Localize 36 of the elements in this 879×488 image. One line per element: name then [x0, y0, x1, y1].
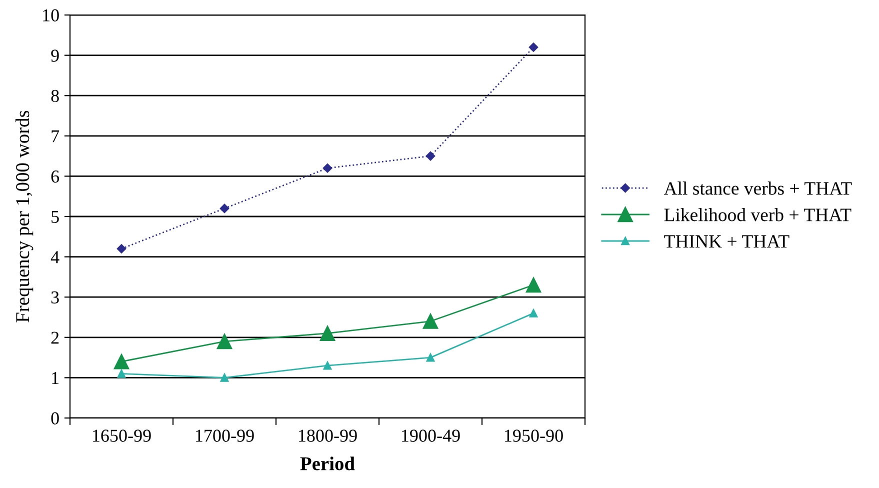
x-tick-label: 1700-99 [196, 430, 254, 442]
y-tick-label: 3 [51, 291, 59, 304]
point [322, 164, 332, 173]
point [323, 361, 332, 370]
y-tick-label: 7 [52, 130, 60, 142]
x-tick-label: 1950-90 [505, 430, 563, 442]
y-tick-label: 10 [43, 9, 59, 22]
legend-label: All stance verbs + THAT [664, 182, 852, 195]
point [426, 353, 435, 362]
point [116, 244, 126, 254]
point [422, 314, 438, 329]
x-tick-label: 1650-99 [93, 430, 151, 442]
y-tick-label: 8 [51, 90, 59, 102]
point [117, 370, 126, 378]
point [216, 334, 232, 350]
y-axis-title: Frequency per 1,000 words [16, 110, 34, 322]
point [528, 42, 538, 52]
point [220, 204, 230, 214]
y-tick-label: 0 [51, 412, 59, 424]
y-tick-label: 4 [50, 251, 60, 264]
x-tick-label: 1900-49 [402, 430, 460, 442]
legend-label: THINK + THAT [664, 235, 790, 248]
x-axis-title: Period [300, 456, 355, 470]
point [220, 374, 229, 382]
y-tick-label: 5 [52, 210, 59, 223]
y-tick-label: 2 [51, 332, 59, 344]
point [529, 309, 538, 318]
x-tick-label: 1800-99 [299, 430, 357, 442]
point [526, 277, 542, 293]
y-tick-label: 1 [52, 372, 58, 384]
point [114, 354, 130, 370]
y-tick-label: 6 [51, 170, 60, 183]
point [426, 151, 436, 161]
point [320, 326, 336, 342]
legend-label: Likelihood verb + THAT [664, 208, 852, 222]
y-tick-label: 9 [51, 50, 59, 62]
